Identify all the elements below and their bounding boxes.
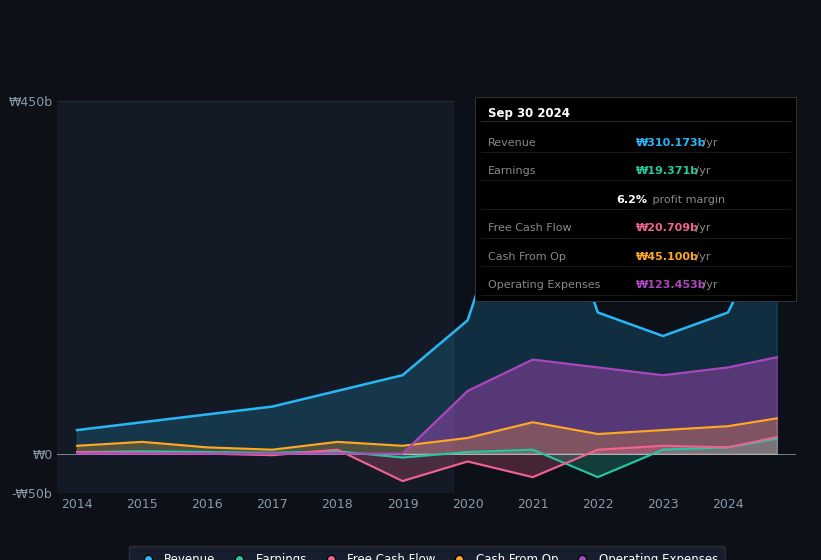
Bar xyxy=(455,101,796,493)
Legend: Revenue, Earnings, Free Cash Flow, Cash From Op, Operating Expenses: Revenue, Earnings, Free Cash Flow, Cash … xyxy=(129,546,725,560)
